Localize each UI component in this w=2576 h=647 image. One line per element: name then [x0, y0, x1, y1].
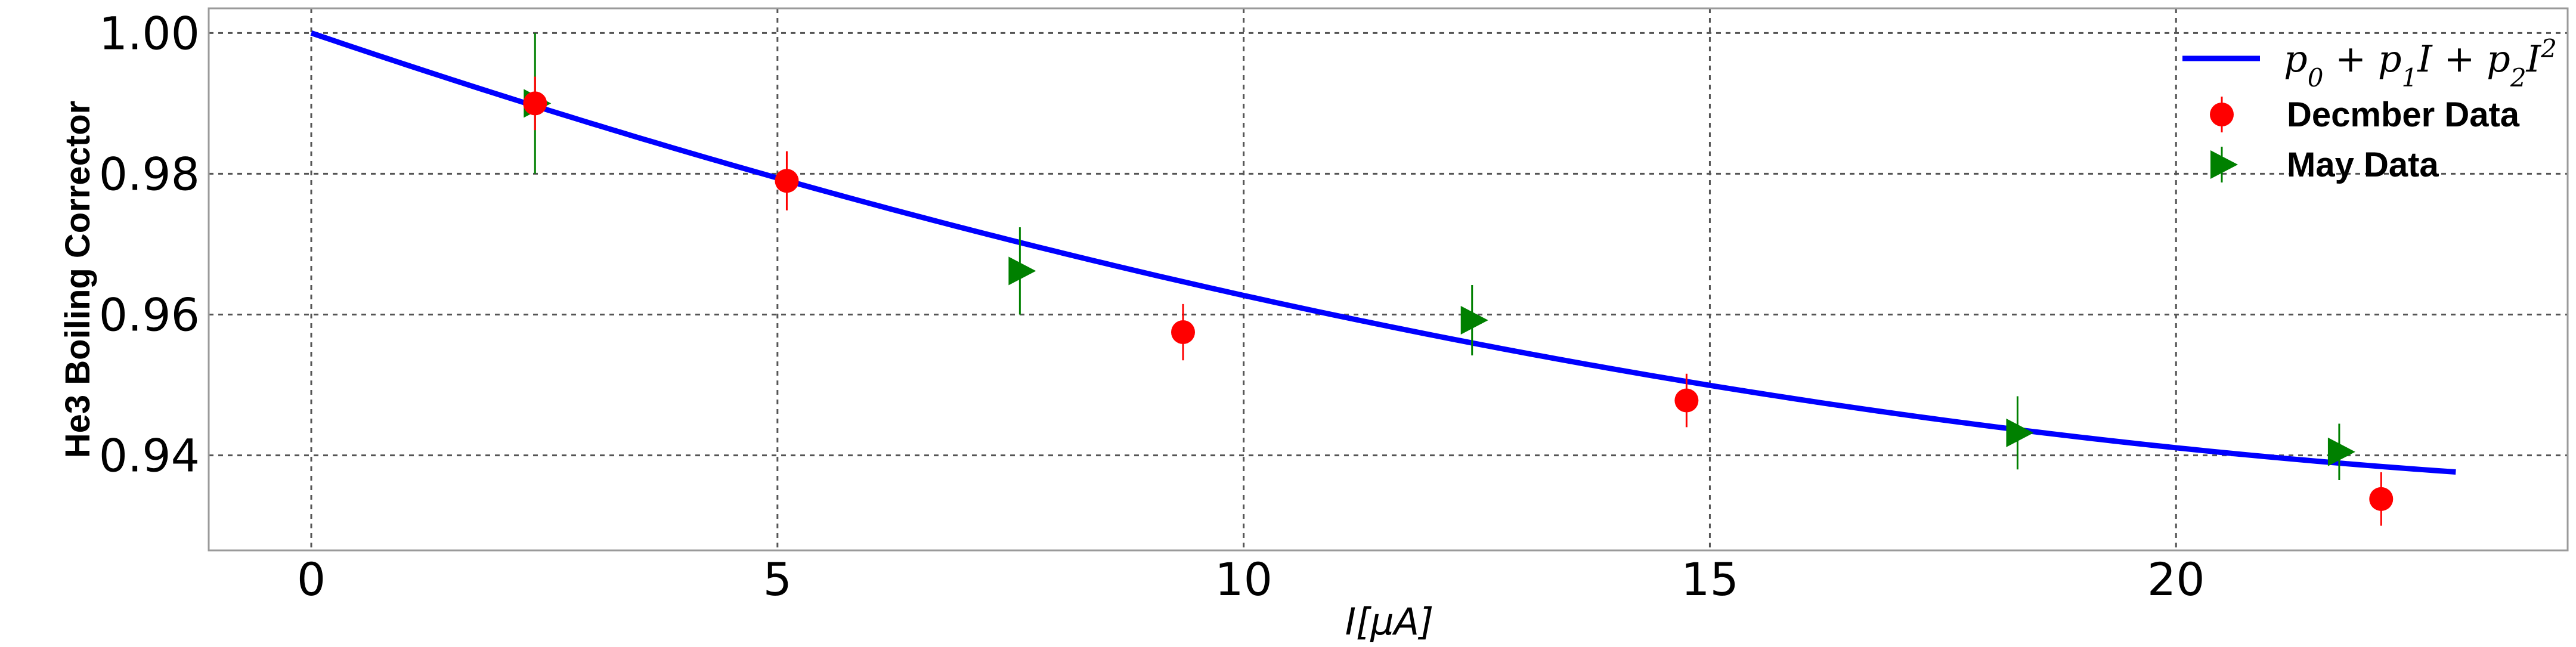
legend-may-marker — [2210, 147, 2238, 182]
december-point-0 — [523, 91, 547, 116]
y-tick-label-3: 1.00 — [99, 7, 200, 60]
formula-I-2: I — [2526, 37, 2542, 81]
y-tick-label-1: 0.96 — [99, 289, 200, 342]
december-point-3 — [1674, 388, 1699, 413]
x-tick-label-2: 10 — [1215, 553, 1272, 606]
legend-fit-label: p0 + p1I + p2I2 — [2284, 34, 2557, 92]
plot-frame — [208, 7, 2569, 552]
may-point-2 — [1460, 305, 1488, 335]
ticks-layer: 0 5 10 15 20 0.94 0.96 0.98 1.00 — [99, 7, 2205, 606]
formula-p0-subscript: 0 — [2308, 63, 2324, 92]
y-tick-label-2: 0.98 — [99, 147, 200, 200]
grid-layer — [209, 8, 2568, 550]
may-point-3 — [2006, 418, 2034, 447]
december-point-2 — [1171, 320, 1195, 345]
legend-december-marker — [2210, 97, 2234, 132]
x-tick-label-1: 5 — [763, 553, 792, 606]
fit-curve — [310, 30, 2456, 475]
formula-exponent: 2 — [2540, 34, 2557, 63]
y-tick-label-0: 0.94 — [99, 429, 200, 482]
legend-may-label: May Data — [2287, 146, 2439, 184]
legend-december-dot — [2210, 103, 2234, 126]
formula-p2-subscript: 2 — [2510, 63, 2527, 92]
may-point-4 — [2327, 437, 2355, 466]
legend-may-triangle — [2210, 150, 2238, 179]
formula-p2-symbol: p — [2487, 37, 2510, 81]
formula-plus-2: + — [2432, 37, 2487, 81]
formula-p0-symbol: p — [2284, 37, 2308, 81]
formula-p1-symbol: p — [2378, 37, 2402, 81]
fit-layer — [310, 30, 2456, 475]
legend-december-label: Decmber Data — [2287, 95, 2520, 134]
points-layer — [523, 33, 2394, 526]
december-point-4 — [2369, 487, 2394, 511]
x-tick-label-0: 0 — [297, 553, 326, 606]
formula-I-1: I — [2417, 37, 2433, 81]
legend: p0 + p1I + p2I2 Decmber Data May Data — [2182, 34, 2557, 184]
x-tick-label-4: 20 — [2147, 553, 2205, 606]
x-axis-label: I[μA] — [1345, 600, 1434, 643]
formula-plus-1: + — [2323, 37, 2377, 81]
y-axis-label: He3 Boiling Corrector — [58, 101, 97, 458]
x-tick-label-3: 15 — [1681, 553, 1739, 606]
may-point-1 — [1008, 256, 1036, 286]
december-point-1 — [775, 169, 799, 193]
formula-p1-subscript: 1 — [2402, 63, 2418, 92]
